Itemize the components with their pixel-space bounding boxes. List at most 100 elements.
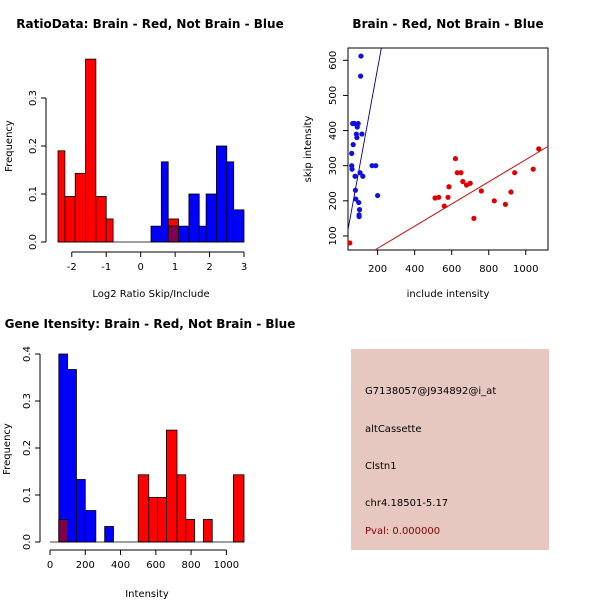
x-tick-label: 800	[182, 560, 201, 571]
scatter-point-not-brain	[352, 187, 359, 193]
histogram-bar-not-brain	[160, 161, 169, 243]
y-tick-label: 200	[328, 191, 339, 210]
y-tick-label: 0.3	[28, 90, 39, 106]
y-tick-label: 500	[328, 86, 339, 105]
histogram-bar-brain	[95, 195, 107, 243]
scatter-point-brain	[536, 146, 542, 152]
scatter-point-not-brain	[353, 196, 359, 202]
histogram-bar-not-brain	[226, 161, 235, 243]
pval-text: Pval: 0.000000	[365, 526, 441, 537]
scatter-point-not-brain	[360, 173, 366, 179]
x-axis-label: Log2 Ratio Skip/Include	[92, 289, 209, 300]
histogram-bar-brain	[85, 58, 97, 243]
histogram-bar-brain	[176, 474, 187, 543]
scatter-point-not-brain	[359, 131, 365, 137]
scatter-point-not-brain	[357, 73, 364, 79]
event-type: altCassette	[365, 424, 422, 435]
scatter-point-not-brain	[355, 120, 361, 127]
histogram-bar-brain	[233, 474, 245, 543]
histogram-overlap-bar	[58, 519, 69, 543]
y-tick-label: 400	[328, 121, 339, 140]
histogram-bar-not-brain	[198, 225, 207, 243]
histogram-bar-not-brain	[188, 193, 200, 243]
probe-id: G7138057@J934892@i_at	[365, 386, 497, 397]
y-tick-label: 300	[328, 156, 339, 175]
scatter-point-brain	[454, 170, 460, 176]
chart-title: RatioData: Brain - Red, Not Brain - Blue	[16, 17, 283, 31]
chart-title: Gene Itensity: Brain - Red, Not Brain - …	[5, 317, 296, 331]
scatter-point-not-brain	[354, 134, 360, 141]
scatter-point-brain	[467, 180, 473, 186]
histogram-bar-not-brain	[76, 479, 86, 543]
x-tick-label: 200	[76, 560, 95, 571]
scatter-point-brain	[445, 194, 451, 200]
histogram-bar-not-brain	[150, 225, 162, 243]
y-tick-label: 0.0	[22, 534, 33, 550]
x-tick-label: 400	[405, 264, 424, 275]
x-tick-label: 2	[206, 262, 212, 273]
x-tick-label: 1000	[513, 264, 538, 275]
histogram-bar-brain	[74, 172, 86, 243]
histogram-bar-not-brain	[58, 353, 69, 543]
histogram-bar-brain	[185, 519, 196, 543]
x-tick-label: 1000	[214, 560, 239, 571]
x-tick-label: 3	[241, 262, 247, 273]
scatter-point-brain	[502, 201, 509, 207]
histogram-bar-brain	[137, 474, 150, 543]
scatter-point-not-brain	[373, 163, 379, 169]
scatter-point-brain	[530, 166, 536, 172]
histogram-bar-brain	[165, 429, 178, 543]
histogram-bar-not-brain	[205, 193, 217, 243]
histogram-bar-not-brain	[104, 526, 114, 543]
y-axis-label: Frequency	[4, 120, 15, 172]
regression-line-not-brain	[348, 48, 382, 233]
scatter-point-not-brain	[356, 212, 362, 218]
x-axis-label: include intensity	[407, 289, 490, 300]
scatter-point-brain	[436, 194, 442, 200]
x-tick-label: 200	[368, 264, 387, 275]
x-tick-label: 400	[111, 560, 130, 571]
y-tick-label: 0.1	[28, 186, 39, 202]
histogram-bar-not-brain	[178, 225, 190, 243]
y-tick-label: 0.2	[28, 138, 39, 154]
scatter-point-not-brain	[357, 170, 363, 176]
y-tick-label: 0.1	[22, 487, 33, 503]
scatter-point-not-brain	[350, 142, 356, 148]
histogram-bar-not-brain	[233, 209, 245, 243]
x-tick-label: 600	[146, 560, 165, 571]
scatter-point-not-brain	[369, 163, 375, 169]
scatter-point-brain	[460, 178, 466, 185]
x-tick-label: 0	[47, 560, 53, 571]
scatter-point-brain	[452, 156, 459, 162]
y-tick-label: 0.3	[22, 393, 33, 409]
y-axis-label: skip intensity	[303, 116, 314, 183]
regression-line-brain	[374, 145, 548, 250]
histogram-bar-brain	[148, 496, 158, 543]
scatter-point-not-brain	[349, 166, 355, 172]
histogram-bar-not-brain	[67, 369, 77, 543]
histogram-bar-brain	[64, 195, 76, 243]
scatter-point-brain	[441, 203, 447, 209]
scatter-point-brain	[347, 240, 353, 246]
histogram-bar-not-brain	[216, 145, 228, 243]
scatter-point-brain	[512, 170, 518, 176]
y-tick-label: 600	[328, 51, 339, 70]
x-tick-label: 600	[442, 264, 461, 275]
scatter-point-not-brain	[356, 199, 362, 206]
gene-symbol: Clstn1	[365, 461, 397, 472]
x-axis-label: Intensity	[125, 589, 169, 600]
y-axis-label: Frequency	[2, 423, 13, 475]
histogram-overlap-bar	[167, 225, 179, 243]
histogram-bar-not-brain	[84, 510, 97, 543]
scatter-point-brain	[491, 198, 497, 204]
y-tick-label: 100	[328, 226, 339, 245]
info-panel: G7138057@J934892@i_at altCassette Clstn1…	[351, 349, 549, 550]
scatter-point-not-brain	[358, 53, 364, 59]
x-tick-label: 0	[137, 262, 143, 273]
x-tick-label: -1	[101, 262, 111, 273]
x-tick-label: 800	[479, 264, 498, 275]
scatter-point-not-brain	[349, 150, 355, 156]
scatter-point-brain	[471, 215, 477, 221]
